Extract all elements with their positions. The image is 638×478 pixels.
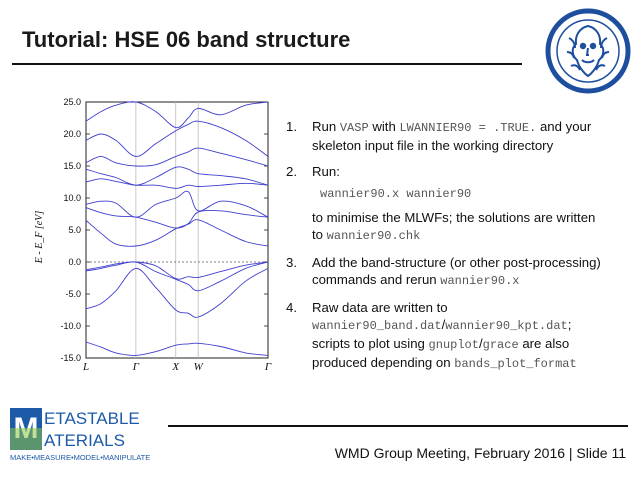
step-text: to minimise the MLWFs; the solutions are… (312, 210, 596, 242)
step-item: 4. Raw data are written to wannier90_ban… (286, 299, 606, 373)
band-line (85, 120, 269, 157)
step-item: 3. Add the band-structure (or other post… (286, 254, 606, 290)
band-line (85, 261, 269, 292)
y-tick-label: 25.0 (63, 97, 81, 107)
y-tick-label: 5.0 (68, 225, 81, 235)
step-text: / (478, 336, 483, 351)
step-text: with (368, 119, 400, 134)
x-tick-label: L (82, 361, 89, 373)
step-text: and your skeleton input file in the work… (312, 119, 592, 153)
step-code: VASP (339, 121, 369, 135)
footer-rule (168, 425, 628, 427)
step-item: 2. Run: wannier90.x wannier90 to minimis… (286, 163, 606, 245)
band-line (85, 267, 269, 318)
x-tick-label: W (194, 361, 204, 373)
step-code: wannier90_kpt.dat (445, 319, 568, 333)
y-tick-label: 0.0 (68, 257, 81, 267)
band-line (85, 341, 269, 356)
plot-frame (85, 101, 269, 359)
step-code: wannier90.x (440, 274, 520, 288)
x-tick-label: X (171, 361, 180, 373)
y-tick-label: 20.0 (63, 129, 81, 139)
step-number: 1. (286, 119, 297, 134)
x-tick-label: Γ (264, 361, 272, 373)
title-rule (12, 63, 522, 65)
university-seal-icon (545, 8, 631, 94)
step-number: 3. (286, 255, 297, 270)
svg-text:MAKE•MEASURE•MODEL•MANIPULATE: MAKE•MEASURE•MODEL•MANIPULATE (10, 453, 150, 462)
step-text: / (441, 317, 446, 332)
y-tick-label: -15.0 (60, 353, 81, 363)
band-line (85, 101, 269, 129)
steps-list: 1. Run VASP with LWANNIER90 = .TRUE. and… (286, 118, 606, 382)
band-line (85, 178, 269, 189)
step-text: are also produced depending on (312, 336, 570, 370)
step-code: wannier90_band.dat (312, 319, 442, 333)
slide-footer: WMD Group Meeting, February 2016 | Slide… (334, 445, 626, 461)
svg-text:E - E_F [eV]: E - E_F [eV] (34, 211, 45, 265)
band-line (85, 190, 269, 218)
x-tick-label: Γ (132, 361, 140, 373)
band-structure-chart: E - E_F [eV] 25.0 20.0 15.0 10.0 5.0 0.0 -5.0 -… (34, 97, 272, 373)
band-line (85, 207, 269, 229)
step-code: gnuplot (428, 338, 479, 352)
step-code: bands_plot_format (454, 357, 577, 371)
slide-title: Tutorial: HSE 06 band structure (22, 27, 351, 52)
y-tick-label: 10.0 (63, 193, 81, 203)
step-text: ; scripts to plot using (312, 317, 572, 351)
y-tick-label: -10.0 (60, 321, 81, 331)
band-line (85, 166, 269, 186)
step-text: Raw data are written to (312, 300, 448, 315)
band-line (85, 261, 269, 280)
band-line (85, 147, 269, 167)
step-text: Add the band-structure (or other post-pr… (312, 255, 601, 287)
y-axis-label: E - E_F [eV] (34, 211, 45, 265)
svg-text:ETASTABLE: ETASTABLE (44, 409, 140, 428)
step-code-block: wannier90.x wannier90 (320, 187, 472, 201)
y-tick-label: 15.0 (63, 161, 81, 171)
step-code: grace (482, 338, 519, 352)
metastable-materials-logo: M ETASTABLE ATERIALS MAKE•MEASURE•MODEL•… (10, 408, 150, 462)
step-code: wannier90.chk (326, 229, 421, 243)
step-text: Run: (312, 164, 340, 179)
y-tick-label: -5.0 (65, 289, 81, 299)
step-number: 2. (286, 164, 297, 179)
band-line (85, 219, 269, 247)
step-number: 4. (286, 300, 297, 315)
step-item: 1. Run VASP with LWANNIER90 = .TRUE. and… (286, 118, 606, 154)
step-code: LWANNIER90 = .TRUE. (399, 121, 537, 135)
step-text: Run (312, 119, 340, 134)
svg-text:ATERIALS: ATERIALS (44, 431, 125, 450)
